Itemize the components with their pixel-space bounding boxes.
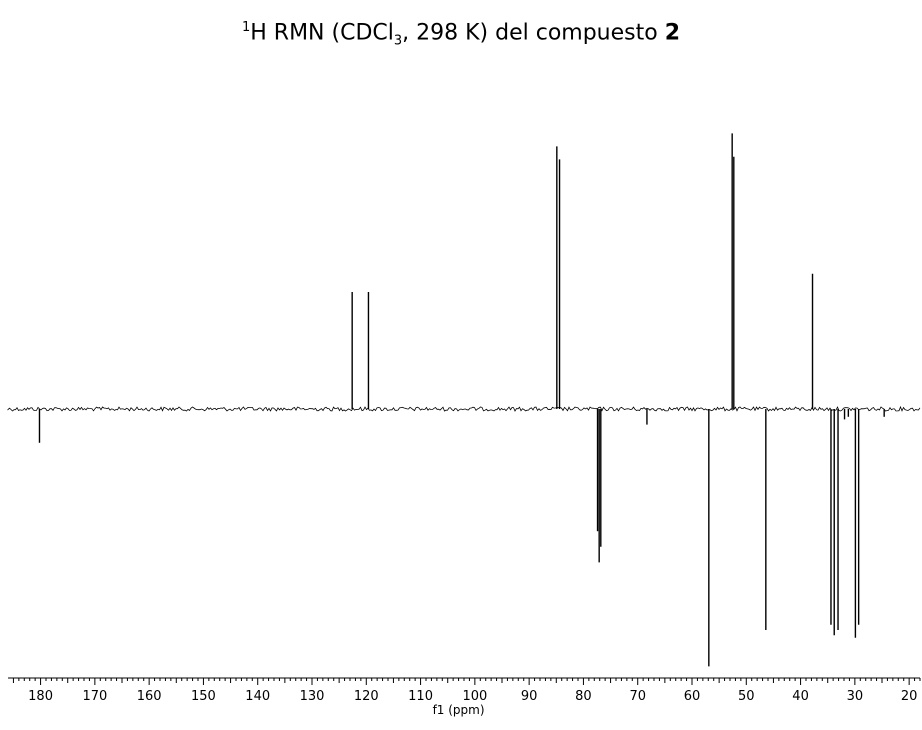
title-superscript: 1	[241, 20, 251, 35]
baseline-noise	[7, 405, 921, 412]
x-tick-label: 40	[792, 689, 809, 704]
x-tick-label: 50	[738, 689, 755, 704]
x-tick-label: 90	[521, 689, 538, 704]
title-part1: H RMN (CDCl	[250, 20, 394, 46]
x-tick-label: 20	[901, 689, 918, 704]
title-part2: , 298 K) del compuesto	[402, 20, 665, 46]
x-tick-label: 30	[847, 689, 864, 704]
x-tick-label: 160	[137, 689, 162, 704]
x-axis-ticks: 180 170 160 150 140 130 120 110 100 90 80 70 60 50 40 3…	[12, 678, 921, 704]
title-compound-number: 2	[664, 20, 681, 46]
baseline-noise-trace	[7, 405, 921, 412]
x-tick-label: 150	[191, 689, 216, 704]
x-tick-label: 130	[300, 689, 325, 704]
title-subscript: 3	[393, 33, 403, 49]
x-tick-label: 80	[575, 689, 592, 704]
x-axis-title: f1 (ppm)	[433, 703, 485, 717]
chart-title: 1H RMN (CDCl3, 298 K) del compuesto 2	[0, 20, 922, 49]
x-tick-label: 140	[245, 689, 270, 704]
x-tick-label: 170	[82, 689, 107, 704]
x-tick-label: 100	[462, 689, 487, 704]
x-tick-label: 180	[28, 689, 53, 704]
x-tick-label: 60	[684, 689, 701, 704]
x-tick-label: 110	[408, 689, 433, 704]
x-tick-label: 70	[629, 689, 646, 704]
x-tick-label: 120	[354, 689, 379, 704]
peak-layer	[38, 133, 885, 667]
